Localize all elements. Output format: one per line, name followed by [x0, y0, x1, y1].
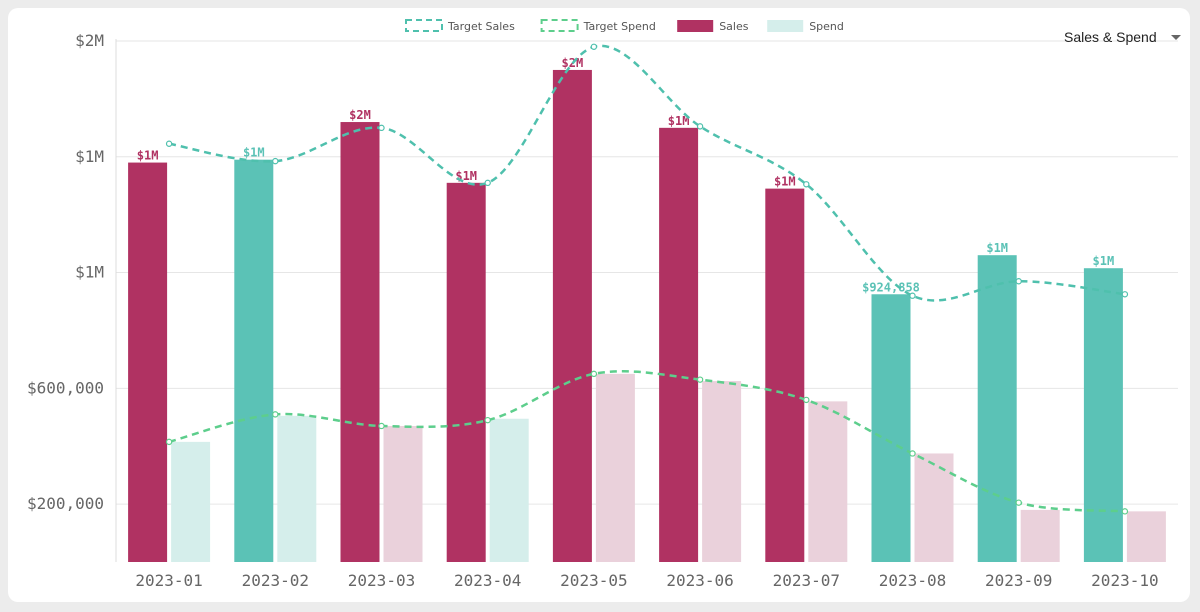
target-sales-point[interactable] — [590, 43, 598, 50]
legend-swatch — [540, 19, 579, 32]
sales-data-label: $1M — [668, 114, 690, 128]
x-tick-label: 2023-07 — [773, 571, 840, 590]
spend-bar[interactable] — [808, 401, 848, 562]
sales-bar[interactable] — [977, 255, 1017, 562]
sales-data-label: $1M — [774, 175, 796, 189]
target-spend-point[interactable] — [590, 370, 598, 378]
target-sales-point[interactable] — [484, 179, 491, 187]
y-tick-label: $600,000 — [27, 378, 104, 397]
target-spend-point[interactable] — [1015, 499, 1022, 506]
legend-label: Target Sales — [447, 20, 515, 33]
target-sales-point[interactable] — [696, 123, 704, 130]
spend-bar[interactable] — [383, 425, 423, 562]
chevron-down-icon — [1170, 34, 1181, 40]
x-tick-label: 2023-01 — [135, 571, 202, 590]
sales-bar[interactable] — [765, 188, 805, 562]
x-tick-label: 2023-04 — [454, 571, 521, 590]
target-spend-line — [168, 370, 1126, 513]
spend-bar[interactable] — [595, 373, 635, 562]
spend-bar[interactable] — [277, 415, 317, 562]
sales-bar[interactable] — [1083, 268, 1123, 562]
x-tick-label: 2023-03 — [348, 571, 415, 590]
spend-bar[interactable] — [702, 381, 742, 562]
sales-data-label: $1M — [455, 169, 477, 183]
sales-data-label: $2M — [349, 108, 371, 122]
target-spend-point[interactable] — [165, 438, 173, 446]
target-spend-point[interactable] — [909, 450, 916, 457]
spend-bar[interactable] — [1020, 509, 1060, 562]
sales-data-label: $1M — [137, 149, 159, 163]
chart-card: $200,000 $600,000 $1M $1M $2M $1M 2023-01 $1M 20… — [8, 8, 1190, 602]
y-tick-label: $1M — [75, 147, 104, 166]
sales-spend-chart: $200,000 $600,000 $1M $1M $2M $1M 2023-01 $1M 20… — [27, 19, 1178, 590]
target-sales-point[interactable] — [378, 124, 385, 132]
y-tick-label: $200,000 — [27, 494, 104, 513]
target-sales-point[interactable] — [1015, 278, 1022, 285]
x-tick-label: 2023-08 — [879, 571, 946, 590]
legend-label: Sales — [719, 20, 749, 33]
y-tick-label: $2M — [75, 31, 104, 50]
legend-label: Spend — [809, 20, 844, 33]
target-spend-point[interactable] — [1121, 508, 1129, 515]
chart-view-select[interactable]: Sales & Spend — [1064, 26, 1181, 48]
target-spend-point[interactable] — [272, 411, 279, 418]
spend-bar[interactable] — [914, 453, 954, 562]
x-tick-label: 2023-10 — [1091, 571, 1158, 590]
sales-data-label: $1M — [243, 146, 265, 160]
x-tick-label: 2023-09 — [985, 571, 1052, 590]
target-sales-line — [168, 44, 1126, 302]
y-tick-label: $1M — [75, 263, 104, 282]
sales-data-label: $1M — [1093, 254, 1115, 268]
legend-swatch — [767, 20, 804, 32]
target-spend-point[interactable] — [484, 416, 491, 424]
sales-data-label: $1M — [986, 241, 1008, 255]
sales-bar[interactable] — [659, 127, 699, 562]
target-spend-point[interactable] — [696, 376, 704, 383]
spend-bar[interactable] — [1126, 511, 1166, 562]
sales-bar[interactable] — [552, 69, 592, 562]
target-sales-point[interactable] — [803, 181, 810, 188]
x-tick-label: 2023-05 — [560, 571, 627, 590]
legend-swatch — [677, 20, 714, 32]
sales-bar[interactable] — [871, 294, 911, 562]
legend-label: Target Spend — [583, 20, 656, 33]
chart-view-select-label: Sales & Spend — [1064, 29, 1157, 45]
x-tick-label: 2023-02 — [242, 571, 309, 590]
spend-bar[interactable] — [489, 418, 529, 562]
sales-bar[interactable] — [128, 162, 168, 563]
sales-bar[interactable] — [234, 159, 274, 562]
target-spend-point[interactable] — [378, 422, 385, 430]
target-spend-point[interactable] — [803, 396, 810, 404]
target-sales-point[interactable] — [272, 157, 279, 165]
target-sales-point[interactable] — [909, 292, 916, 299]
legend-swatch — [405, 19, 443, 32]
target-sales-point[interactable] — [1121, 291, 1129, 298]
sales-data-label: $924,858 — [862, 280, 920, 294]
sales-bar[interactable] — [446, 182, 486, 563]
target-sales-point[interactable] — [165, 140, 173, 147]
spend-bar[interactable] — [171, 441, 211, 562]
sales-bar[interactable] — [340, 122, 380, 563]
x-tick-label: 2023-06 — [666, 571, 733, 590]
